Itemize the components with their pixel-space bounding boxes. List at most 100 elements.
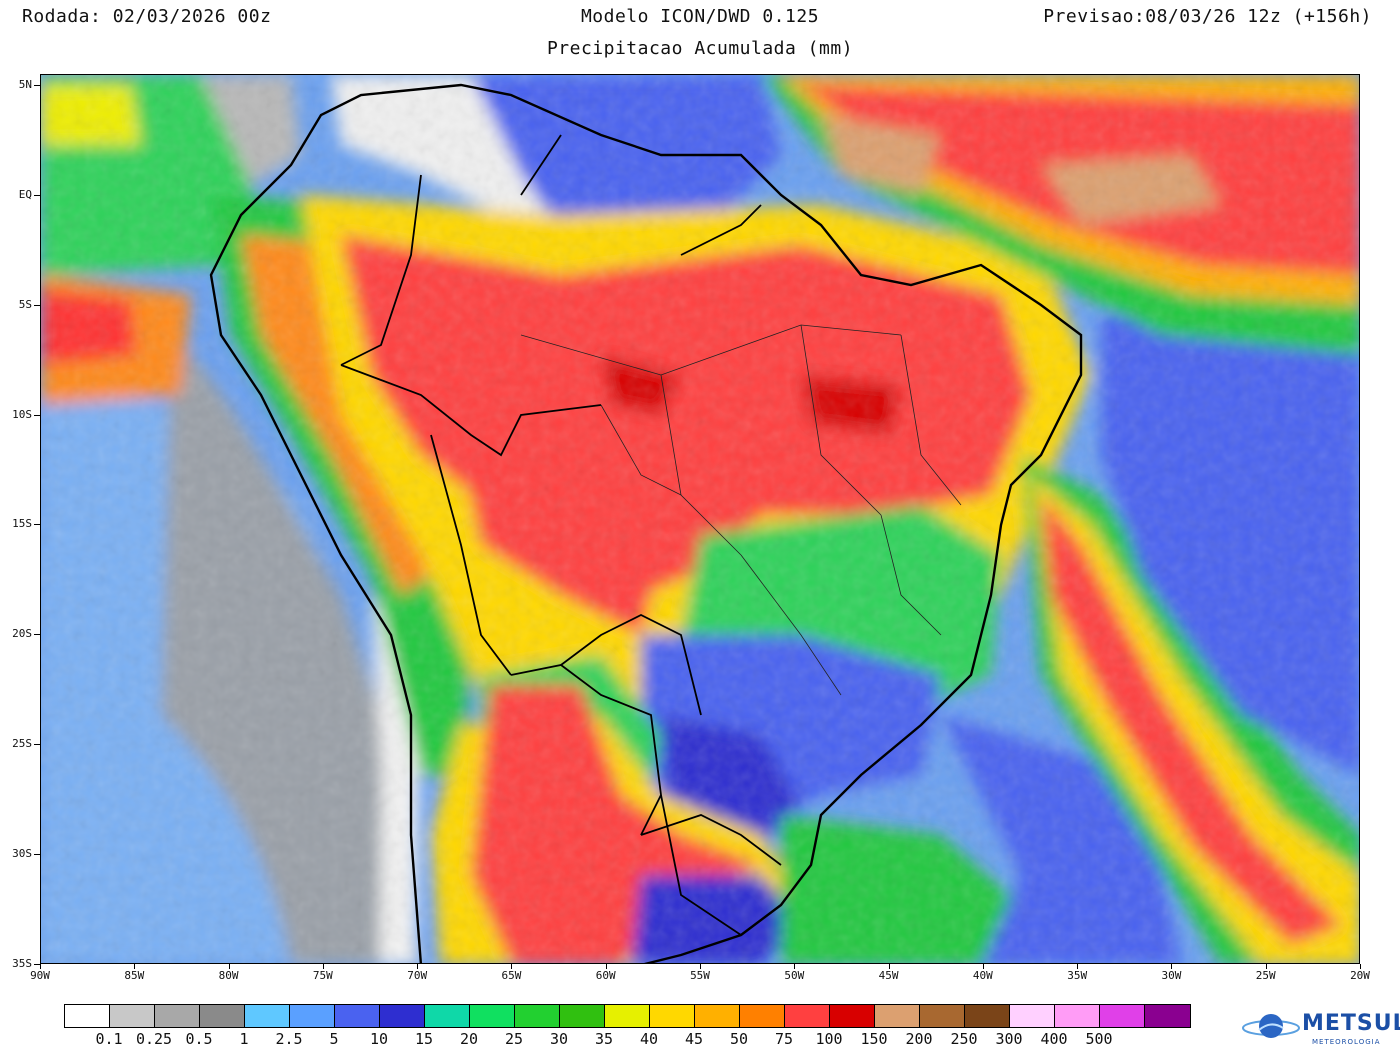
legend-label: 75 [774, 1030, 794, 1048]
model-label: Modelo ICON/DWD 0.125 [580, 6, 820, 27]
texture-overlay [41, 75, 1359, 963]
legend-swatch [425, 1005, 470, 1027]
metsul-logo [1242, 1014, 1300, 1038]
legend-swatch [965, 1005, 1010, 1027]
lat-tick [34, 854, 40, 856]
legend-label: 25 [504, 1030, 524, 1048]
legend-swatch [65, 1005, 110, 1027]
precipitation-legend [64, 1004, 1191, 1028]
state-borders [520, 324, 962, 696]
legend-label: 30 [549, 1030, 569, 1048]
lon-tick [700, 964, 701, 969]
lon-label: 40W [972, 969, 993, 982]
legend-label: 500 [1085, 1030, 1113, 1048]
legend-label: 20 [459, 1030, 479, 1048]
lat-label: 15S [12, 517, 32, 531]
metsul-logo-text: METSUL [1302, 1011, 1400, 1036]
lon-label: 80W [218, 969, 239, 982]
lat-label: 10S [12, 407, 32, 421]
legend-swatch [695, 1005, 740, 1027]
lon-tick [888, 964, 890, 969]
lat-label: 5S [18, 297, 32, 311]
lon-label: 35W [1067, 969, 1088, 982]
lat-tick [34, 84, 40, 86]
legend-label: 0.25 [135, 1030, 173, 1048]
legend-label: 2.5 [275, 1030, 303, 1048]
lat-label: 30S [12, 847, 32, 861]
lat-label: EQ [18, 187, 32, 201]
lon-label: 75W [312, 969, 333, 982]
legend-label: 150 [860, 1030, 888, 1048]
legend-swatch [155, 1005, 200, 1027]
lon-label: 20W [1350, 969, 1370, 982]
legend-swatch [1145, 1005, 1190, 1027]
map-subtitle: Precipitacao Acumulada (mm) [546, 38, 854, 59]
lat-label: 25S [12, 737, 32, 751]
legend-swatch [920, 1005, 965, 1027]
legend-swatch [290, 1005, 335, 1027]
lon-label: 50W [784, 969, 805, 982]
run-label: Rodada: 02/03/2026 00z [22, 6, 272, 27]
lat-tick [34, 304, 40, 306]
lat-tick [34, 194, 40, 196]
lat-tick [34, 524, 40, 526]
lat-tick [34, 744, 40, 746]
legend-label: 45 [684, 1030, 704, 1048]
legend-swatch [875, 1005, 920, 1027]
lon-tick [1265, 964, 1267, 969]
legend-swatch [1100, 1005, 1145, 1027]
lat-label: 35S [12, 957, 32, 970]
legend-swatch [830, 1005, 875, 1027]
legend-swatch [515, 1005, 560, 1027]
lon-tick [1360, 964, 1361, 969]
lon-tick [228, 964, 230, 969]
precipitation-map [40, 74, 1360, 964]
legend-label: 200 [905, 1030, 933, 1048]
lon-tick [1171, 964, 1173, 969]
legend-swatch [650, 1005, 695, 1027]
lon-label: 55W [690, 969, 710, 982]
legend-label: 40 [639, 1030, 659, 1048]
legend-swatch [200, 1005, 245, 1027]
lat-tick [34, 414, 40, 416]
legend-label: 0.1 [95, 1030, 123, 1048]
legend-label: 50 [729, 1030, 749, 1048]
legend-swatch [785, 1005, 830, 1027]
lon-label: 30W [1161, 969, 1182, 982]
forecast-label: Previsao:08/03/26 12z (+156h) [1043, 6, 1372, 27]
legend-swatch [560, 1005, 605, 1027]
lon-label: 85W [124, 969, 145, 982]
legend-label: 1 [239, 1030, 249, 1048]
legend-label: 5 [329, 1030, 339, 1048]
lon-tick [322, 964, 324, 969]
legend-swatch [335, 1005, 380, 1027]
lon-tick [1077, 964, 1079, 969]
country-borders [340, 134, 782, 936]
legend-label: 400 [1040, 1030, 1068, 1048]
legend-label: 100 [815, 1030, 843, 1048]
map-canvas [41, 75, 1359, 963]
legend-label: 250 [950, 1030, 978, 1048]
lon-tick [794, 964, 796, 969]
legend-swatch [1010, 1005, 1055, 1027]
legend-label: 15 [414, 1030, 434, 1048]
legend-label: 300 [995, 1030, 1023, 1048]
legend-label: 35 [594, 1030, 614, 1048]
lon-label: 45W [878, 969, 899, 982]
lon-tick [417, 964, 419, 969]
lon-tick [605, 964, 607, 969]
legend-swatch [605, 1005, 650, 1027]
legend-swatch [1055, 1005, 1100, 1027]
lat-tick [34, 964, 40, 965]
lat-tick [34, 634, 40, 636]
legend-swatch [110, 1005, 155, 1027]
lon-tick [40, 964, 41, 969]
legend-swatch [380, 1005, 425, 1027]
lon-label: 70W [407, 969, 428, 982]
lat-label: 5N [18, 77, 32, 91]
legend-swatch [470, 1005, 515, 1027]
lon-tick [134, 964, 136, 969]
south-america-coastline [209, 83, 1083, 963]
lon-label: 90W [30, 969, 50, 982]
metsul-logo-tagline: METEOROLOGIA [1312, 1038, 1381, 1046]
